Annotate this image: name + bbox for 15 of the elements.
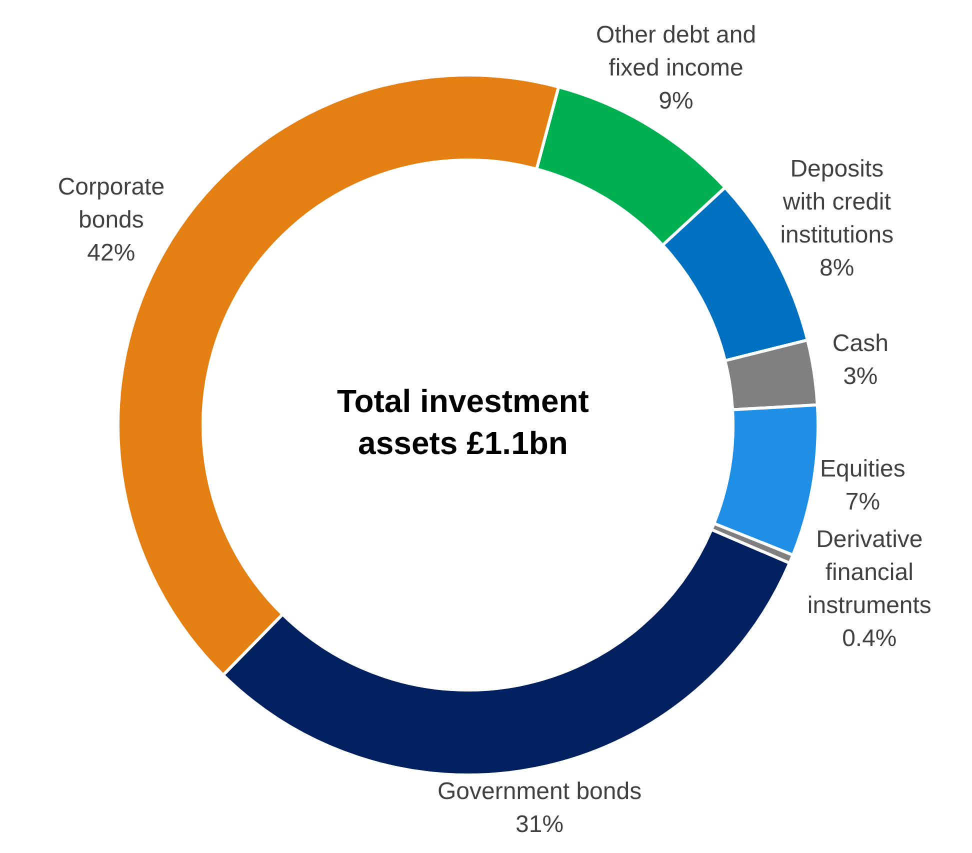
slice-label: Corporate bonds xyxy=(58,172,165,233)
slice-label: Derivative financial instruments xyxy=(807,526,932,619)
data-label: 31% xyxy=(516,810,564,838)
slice-label: Government bonds xyxy=(437,778,642,805)
data-label: 9% xyxy=(658,86,694,114)
slice-label: Deposits with credit institutions xyxy=(780,154,894,248)
slice-label: Cash xyxy=(832,329,888,356)
data-label: 7% xyxy=(845,488,880,516)
slice-label: Equities xyxy=(820,455,906,482)
text: Total investment assets £1.1bn xyxy=(337,383,590,461)
data-label: 42% xyxy=(87,238,136,266)
data-label: 8% xyxy=(820,254,854,281)
data-label: 3% xyxy=(843,362,878,390)
slice-label: Other debt and fixed income xyxy=(596,20,756,81)
data-label: 0.4% xyxy=(842,624,897,652)
